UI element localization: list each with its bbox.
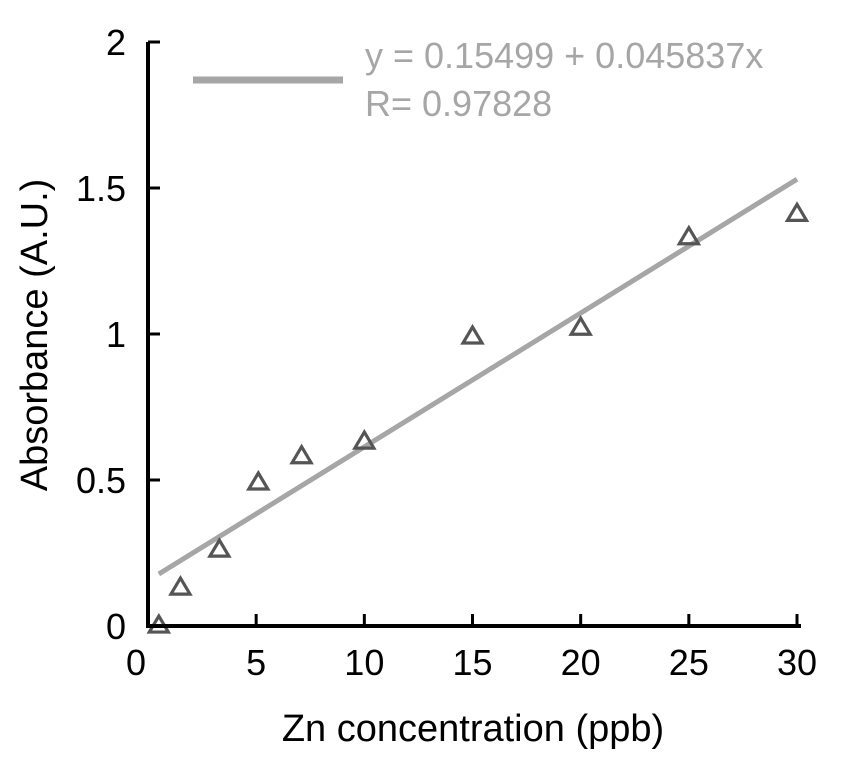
y-axis-title: Absorbance (A.U.) [14, 179, 56, 492]
data-point-triangle [676, 224, 702, 246]
data-point-triangle [168, 574, 193, 596]
y-tick-label: 0.5 [76, 460, 126, 501]
data-point-triangle [784, 201, 810, 222]
x-tick-label: 30 [777, 642, 817, 683]
x-tick-label: 5 [246, 642, 266, 683]
x-axis-title: Zn concentration (ppb) [282, 708, 664, 750]
data-point-triangle [568, 315, 593, 336]
x-tick-label: 25 [669, 642, 709, 683]
fit-equation-label: y = 0.15499 + 0.045837x [365, 35, 763, 76]
data-point-triangle [460, 323, 485, 345]
data-points [146, 201, 810, 634]
data-point-triangle [207, 537, 232, 558]
data-point-triangle [352, 428, 377, 450]
x-tick-label: 20 [561, 642, 601, 683]
x-tick-label: 15 [452, 642, 492, 683]
y-tick-label: 1 [106, 314, 126, 355]
data-point-triangle [246, 469, 271, 491]
x-tick-label: 10 [344, 642, 384, 683]
fit-line-layer [157, 177, 799, 577]
y-tick-label: 0 [106, 606, 126, 647]
fit-r-label: R= 0.97828 [365, 83, 552, 124]
data-point-triangle [289, 443, 314, 465]
y-tick-label: 1.5 [76, 168, 126, 209]
x-tick-label: 0 [126, 642, 146, 683]
axes: 00.511.520 5 10 15 20 25 30 [76, 22, 817, 683]
legend: y = 0.15499 + 0.045837x R= 0.97828 [193, 35, 763, 124]
fit-line [157, 177, 799, 577]
y-tick-label: 2 [106, 22, 126, 63]
